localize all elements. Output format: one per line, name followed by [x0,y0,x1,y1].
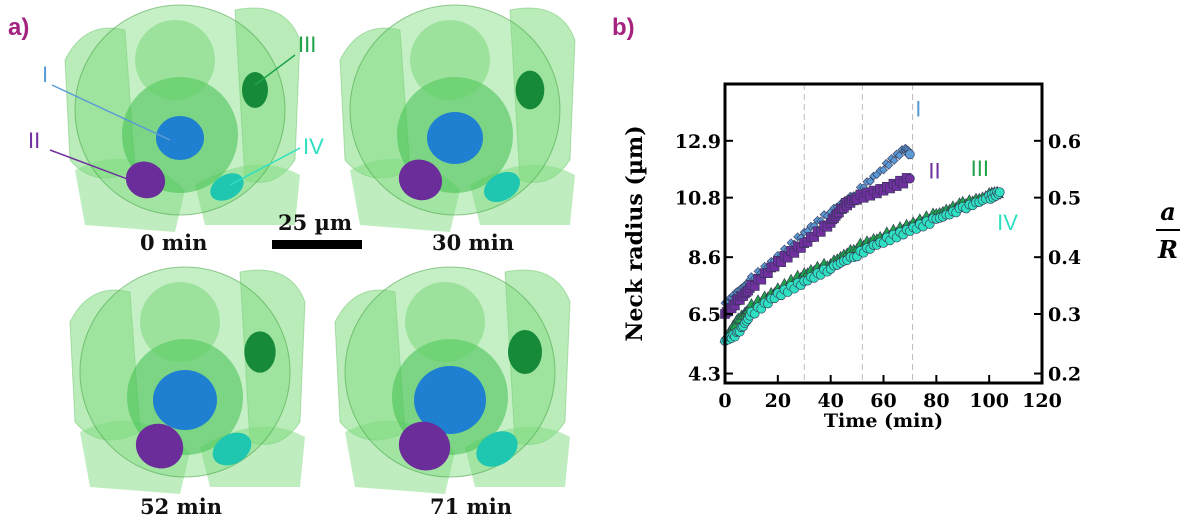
neck-label-II: II [28,128,41,153]
neck-I [153,370,217,430]
neck-III [515,70,545,110]
render-30min [339,4,576,232]
neck-I [156,116,204,160]
neck-II [398,159,443,201]
neck-label-III: III [298,32,317,57]
neck-III [508,330,542,374]
x-tick-label: 80 [923,390,949,412]
series-label-I: I [915,96,921,121]
render-52min [69,266,306,494]
time-label: 52 min [140,494,223,519]
neck-II [125,161,166,199]
y2-axis-label-denominator: R [1157,235,1178,264]
y-tick-label: 6.5 [688,304,721,326]
neck-IV [212,432,252,466]
leader-lines [49,54,301,186]
y-axis-label: Neck radius (µm) [622,125,648,341]
x-tick-label: 0 [718,390,731,412]
neck-radius-chart: 0 20 40 60 80 100 120 4.3 0.2 6.5 0.3 8.6 0.4 10.8 0.5… [622,82,1180,432]
sphere [410,20,490,100]
data-point [889,156,899,165]
y-tick-label: 8.6 [688,247,721,269]
time-label: 71 min [430,494,513,519]
neck-IV [483,171,521,203]
x-tick-label: 40 [817,390,843,412]
panel-label-b: b) [612,14,635,41]
x-tick-label: 100 [969,390,1009,412]
y-tick-label: 12.9 [675,131,721,153]
neck-IV [476,431,518,467]
neck-label-I: I [42,62,49,87]
neck-label-IV: IV [303,134,324,159]
data-point [865,176,875,186]
render-0min [64,4,301,232]
neck-III [244,331,276,373]
y2-tick-label: 0.2 [1048,364,1081,386]
y2-tick-label: 0.5 [1048,188,1081,210]
y2-tick-label: 0.6 [1048,131,1081,153]
series-label-IV: IV [997,210,1018,235]
x-tick-label: 120 [1022,390,1062,412]
neck-II [135,423,184,469]
series-label-II: II [928,159,940,184]
data-point [905,173,915,184]
series-II [720,173,915,319]
neck-IV [210,173,244,201]
sphere [135,20,215,100]
data-point [994,187,1005,198]
render-71min [334,266,571,494]
data-point [905,149,915,160]
x-tick-label: 20 [765,390,791,412]
time-label: 0 min [140,230,208,255]
y-tick-label: 4.3 [688,364,721,386]
data-point [879,165,888,175]
x-tick-label: 60 [870,390,896,412]
y2-tick-label: 0.3 [1048,304,1081,326]
panel-label-a: a) [8,14,30,41]
neck-I [414,366,486,434]
series-label-III: III [971,156,989,181]
neck-I [427,112,483,164]
x-axis-label: Time (min) [824,410,943,432]
data-point [894,151,904,160]
scale-bar [272,240,362,249]
y-tick-label: 10.8 [675,188,721,210]
y2-tick-label: 0.4 [1048,247,1081,269]
data-point [884,160,894,170]
neck-II [398,421,451,471]
sphere [140,282,220,362]
time-label: 30 min [432,230,515,255]
series-IV [720,187,1005,346]
scale-bar-label: 25 µm [278,210,353,235]
sphere [405,282,485,362]
y2-axis-label-numerator: a [1160,197,1176,226]
